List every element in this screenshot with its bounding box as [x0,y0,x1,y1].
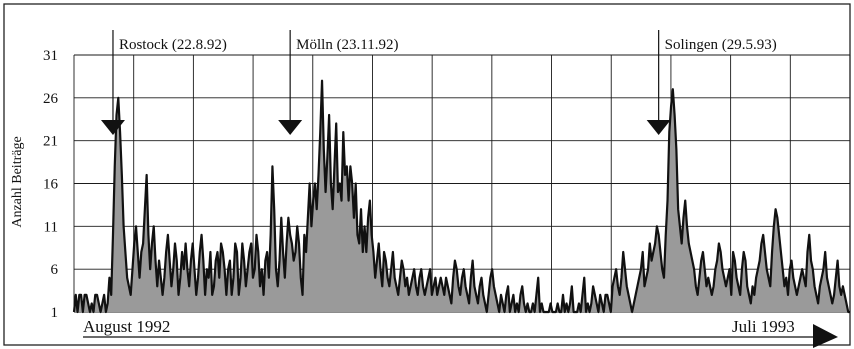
event-label: Rostock (22.8.92) [119,37,227,53]
period-end-label: Juli 1993 [732,317,795,336]
y-tick-label: 26 [43,91,59,107]
y-tick-label: 16 [43,177,59,193]
event-label: Mölln (23.11.92) [296,37,398,53]
y-tick-label: 31 [43,48,58,64]
period-start-label: August 1992 [83,317,170,336]
down-arrow-icon [100,120,125,135]
y-tick-label: 21 [43,134,58,150]
time-arrow [83,324,838,348]
series-line [72,79,850,314]
event-label: Solingen (29.5.93) [665,37,777,53]
time-arrowhead-icon [813,324,838,348]
event-markers: Rostock (22.8.92) Mölln (23.11.92) Solinge… [100,30,777,135]
y-tick-label: 6 [51,262,59,278]
down-arrow-icon [646,120,671,135]
y-axis-title: Anzahl Beiträge [10,136,25,227]
down-arrow-icon [278,120,303,135]
y-tick-label: 11 [44,219,58,235]
series-area [72,79,850,314]
y-axis: 31 26 21 16 11 6 1 [43,48,59,321]
series-fill [74,80,850,312]
y-tick-label: 1 [51,305,59,321]
